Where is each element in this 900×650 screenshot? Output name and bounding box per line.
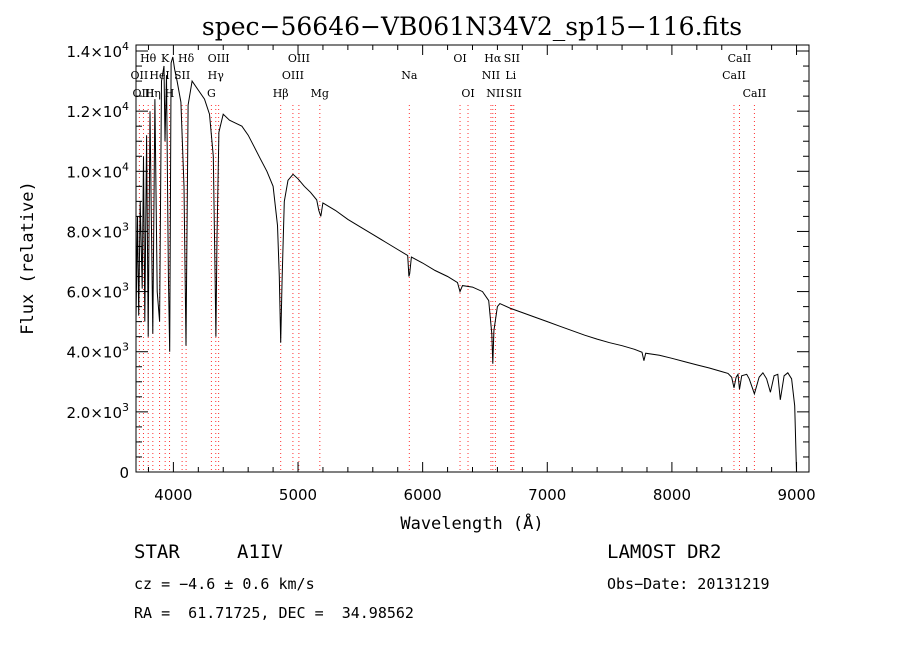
emission-line-label: NII xyxy=(482,69,500,82)
emission-line-label: SII xyxy=(174,69,190,82)
emission-line-label: H xyxy=(165,87,175,100)
emission-line-label: G xyxy=(207,87,216,100)
emission-line-label: OIII xyxy=(132,87,154,100)
emission-line-label: CaII xyxy=(743,87,767,100)
chart-title: spec−56646−VB061N34V2_sp15−116.fits xyxy=(202,12,742,41)
x-tick-label: 5000 xyxy=(279,486,317,504)
emission-line-label: Mg xyxy=(311,87,329,100)
emission-line-label: OIII xyxy=(208,52,230,65)
x-tick-label: 4000 xyxy=(154,486,192,504)
emission-line-label: Hγ xyxy=(208,69,225,82)
emission-line-label: Na xyxy=(401,69,418,82)
y-tick-label: 1.2×104 xyxy=(66,100,129,121)
emission-line-label: K xyxy=(161,52,170,65)
x-axis: 4000 5000 6000 7000 8000 9000 xyxy=(147,45,816,504)
emission-line-label: SII xyxy=(504,52,520,65)
emission-line-label: OI xyxy=(461,87,474,100)
y-tick-label: 8.0×103 xyxy=(66,220,129,241)
x-tick-label: 8000 xyxy=(653,486,691,504)
y-tick-label: 0 xyxy=(119,464,129,482)
emission-line-label: OIII xyxy=(282,69,304,82)
y-tick-label: 1.4×104 xyxy=(66,40,129,61)
emission-line-label: Hδ xyxy=(178,52,195,65)
y-axis: 0 2.0×103 4.0×103 6.0×103 8.0×103 1.0×104 1.2×… xyxy=(66,40,809,482)
y-tick-label: 2.0×103 xyxy=(66,401,129,422)
y-tick-label: 6.0×103 xyxy=(66,281,129,302)
observation-date: Obs−Date: 20131219 xyxy=(607,575,770,593)
emission-line-label: Hθ xyxy=(140,52,157,65)
emission-line-label: Hη xyxy=(145,87,161,100)
emission-line-label: OI xyxy=(453,52,466,65)
plot-frame xyxy=(135,44,810,473)
object-subclass: A1IV xyxy=(237,541,283,563)
y-tick-label: 4.0×103 xyxy=(66,341,129,362)
x-tick-label: 7000 xyxy=(528,486,566,504)
emission-line-label: NII xyxy=(486,87,504,100)
x-tick-label: 6000 xyxy=(404,486,442,504)
emission-line-markers xyxy=(138,105,755,472)
x-tick-label: 9000 xyxy=(777,486,815,504)
emission-line-label: Li xyxy=(505,69,516,82)
emission-line-label: OII xyxy=(131,69,149,82)
emission-line-label: CaII xyxy=(722,69,746,82)
emission-line-label: Hβ xyxy=(273,87,289,100)
object-class: STAR xyxy=(134,541,180,563)
emission-line-label: Hα xyxy=(484,52,502,65)
emission-line-label: SII xyxy=(506,87,522,100)
emission-line-label: CaII xyxy=(728,52,752,65)
y-tick-label: 1.0×104 xyxy=(66,160,129,181)
coordinates: RA = 61.71725, DEC = 34.98562 xyxy=(134,604,414,622)
spectrum-line xyxy=(135,56,797,473)
emission-line-label: OIII xyxy=(288,52,310,65)
survey-name: LAMOST DR2 xyxy=(607,541,722,563)
x-axis-label: Wavelength (Å) xyxy=(400,512,543,534)
redshift-velocity: cz = −4.6 ± 0.6 km/s xyxy=(134,575,315,593)
y-axis-label: Flux (relative) xyxy=(18,181,38,335)
